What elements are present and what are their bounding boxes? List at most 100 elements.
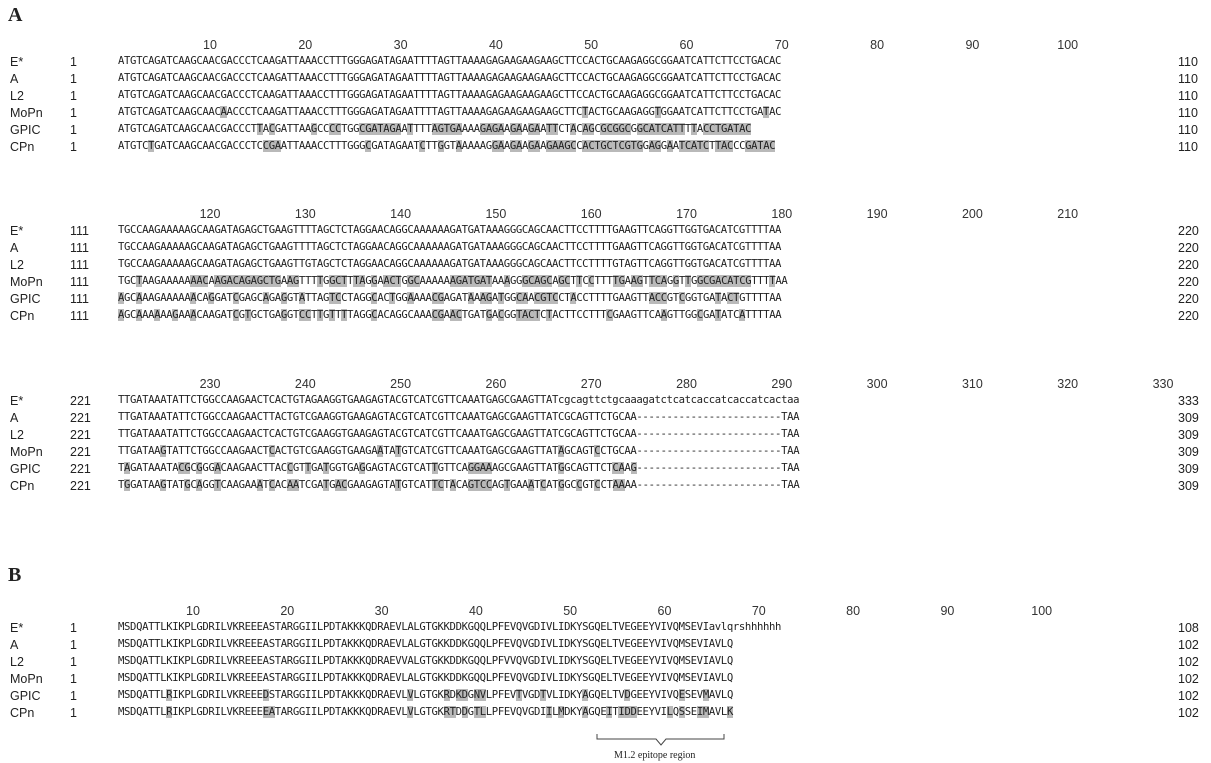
sequence: TTGATAAATATTCTGGCCAAGAACTCACTGTCGAAGGTGA… bbox=[118, 428, 800, 440]
end-position: 220 bbox=[1178, 292, 1199, 306]
end-position: 110 bbox=[1178, 140, 1198, 154]
sequence-row: MoPn 221 TTGATAAGTATTCTGGCCAAGAACTCACTGTCG… bbox=[0, 445, 1211, 462]
sequence: TTGATAAATATTCTGGCCAAGAACTCACTGTAGAAGGTGA… bbox=[118, 394, 800, 406]
start-position: 1 bbox=[70, 89, 77, 103]
strain-name: CPn bbox=[10, 479, 35, 493]
ruler-tick: 30 bbox=[393, 38, 408, 52]
end-position: 108 bbox=[1178, 621, 1199, 635]
strain-name: CPn bbox=[10, 706, 35, 720]
strain-name: MoPn bbox=[10, 445, 43, 459]
sequence: MSDQATTLKIKPLGDRILVKREEEASTARGGIILPDTAKK… bbox=[118, 672, 733, 684]
ruler-tick: 180 bbox=[771, 207, 793, 221]
ruler-tick: 190 bbox=[866, 207, 888, 221]
end-position: 110 bbox=[1178, 123, 1198, 137]
sequence-row: E* 221 TTGATAAATATTCTGGCCAAGAACTCACTGTAGAA… bbox=[0, 394, 1211, 411]
ruler-tick: 200 bbox=[961, 207, 983, 221]
sequence-row: CPn 221 TGGATAAGTATGCAGGTCAAGAAATCACAATCGA… bbox=[0, 479, 1211, 496]
start-position: 111 bbox=[70, 258, 90, 272]
sequence-row: L2 1 MSDQATTLKIKPLGDRILVKREEEASTARGGIILPDT… bbox=[0, 655, 1211, 672]
ruler-tick: 90 bbox=[940, 604, 955, 618]
ruler-tick: 70 bbox=[774, 38, 789, 52]
sequence: ATGTCTGATCAAGCAACGACCCTCCGAATTAAACCTTTGG… bbox=[118, 140, 776, 152]
ruler-tick: 280 bbox=[676, 377, 697, 391]
ruler-tick: 50 bbox=[563, 604, 578, 618]
sequence-row: A 1 MSDQATTLKIKPLGDRILVKREEEASTARGGIILPDTA… bbox=[0, 638, 1211, 655]
sequence-row: CPn 111 AGCAAAAAAGAAACAAGATCGTGCTGAGGTCCTT… bbox=[0, 309, 1211, 326]
end-position: 220 bbox=[1178, 258, 1199, 272]
sequence-row: GPIC 221 TAGATAAATACGCGGGACAAGAACTTACCGTTG… bbox=[0, 462, 1211, 479]
strain-name: L2 bbox=[10, 428, 24, 442]
start-position: 111 bbox=[70, 309, 90, 323]
ruler-tick: 60 bbox=[679, 38, 694, 52]
strain-name: L2 bbox=[10, 89, 24, 103]
start-position: 111 bbox=[70, 292, 90, 306]
strain-name: A bbox=[10, 411, 19, 425]
epitope-label: M1.2 epitope region bbox=[614, 750, 696, 761]
ruler-tick: 20 bbox=[280, 604, 295, 618]
start-position: 1 bbox=[70, 106, 77, 120]
sequence: AGCAAAGAAAAAACAGGATCGAGCAGAGGTATTAGTCCTA… bbox=[118, 292, 782, 304]
strain-name: A bbox=[10, 638, 19, 652]
end-position: 220 bbox=[1178, 275, 1199, 289]
end-position: 309 bbox=[1178, 479, 1199, 493]
sequence: ATGTCAGATCAAGCAACGACCCTCAAGATTAAACCTTTGG… bbox=[118, 89, 782, 101]
end-position: 309 bbox=[1178, 462, 1199, 476]
start-position: 221 bbox=[70, 411, 91, 425]
end-position: 102 bbox=[1178, 672, 1199, 686]
strain-name: GPIC bbox=[10, 462, 41, 476]
start-position: 1 bbox=[70, 72, 77, 86]
ruler-tick: 230 bbox=[199, 377, 221, 391]
start-position: 1 bbox=[70, 55, 77, 69]
ruler-tick: 320 bbox=[1057, 377, 1079, 391]
start-position: 111 bbox=[70, 275, 90, 289]
strain-name: A bbox=[10, 241, 19, 255]
sequence: TGGATAAGTATGCAGGTCAAGAAATCACAATCGATGACGA… bbox=[118, 479, 800, 491]
ruler-tick: 170 bbox=[676, 207, 697, 221]
position-ruler: 230 240 250 260 270 280 290 300 310 320 330 bbox=[0, 377, 1211, 393]
end-position: 110 bbox=[1178, 55, 1198, 69]
ruler-tick: 80 bbox=[846, 604, 861, 618]
end-position: 102 bbox=[1178, 689, 1199, 703]
strain-name: E* bbox=[10, 55, 24, 69]
sequence: TGCCAAGAAAAAGCAAGATAGAGCTGAAGTTTTAGCTCTA… bbox=[118, 241, 782, 253]
sequence-row: L2 1 ATGTCAGATCAAGCAACGACCCTCAAGATTAAACCTT… bbox=[0, 89, 1211, 106]
sequence: MSDQATTLRIKPLGDRILVKREEEEATARGGIILPDTAKK… bbox=[118, 706, 733, 718]
start-position: 1 bbox=[70, 140, 77, 154]
ruler-tick: 40 bbox=[488, 38, 503, 52]
strain-name: L2 bbox=[10, 655, 24, 669]
sequence-row: GPIC 111 AGCAAAGAAAAAACAGGATCGAGCAGAGGTATT… bbox=[0, 292, 1211, 309]
sequence-row: MoPn 1 ATGTCAGATCAAGCAACAACCCTCAAGATTAAACC… bbox=[0, 106, 1211, 123]
end-position: 333 bbox=[1178, 394, 1199, 408]
sequence: TGCCAAGAAAAAGCAAGATAGAGCTGAAGTTGTAGCTCTA… bbox=[118, 258, 782, 270]
sequence: TAGATAAATACGCGGGACAAGAACTTACCGTTGATGGTGA… bbox=[118, 462, 800, 474]
end-position: 102 bbox=[1178, 655, 1199, 669]
sequence-row: L2 111 TGCCAAGAAAAAGCAAGATAGAGCTGAAGTTGTAG… bbox=[0, 258, 1211, 275]
ruler-tick: 290 bbox=[771, 377, 793, 391]
strain-name: E* bbox=[10, 394, 24, 408]
position-ruler: 120 130 140 150 160 170 180 190 200 210 bbox=[0, 207, 1211, 223]
end-position: 309 bbox=[1178, 445, 1199, 459]
start-position: 111 bbox=[70, 224, 90, 238]
sequence-row: GPIC 1 ATGTCAGATCAAGCAACGACCCTTACGATTAAGCC… bbox=[0, 123, 1211, 140]
strain-name: GPIC bbox=[10, 292, 41, 306]
start-position: 1 bbox=[70, 689, 77, 703]
sequence: AGCAAAAAAGAAACAAGATCGTGCTGAGGTCCTTGTTTTA… bbox=[118, 309, 782, 321]
start-position: 221 bbox=[70, 428, 91, 442]
sequence: MSDQATTLKIKPLGDRILVKREEEASTARGGIILPDTAKK… bbox=[118, 638, 733, 650]
sequence-row: CPn 1 ATGTCTGATCAAGCAACGACCCTCCGAATTAAACCT… bbox=[0, 140, 1211, 157]
sequence: MSDQATTLRIKPLGDRILVKREEEDSTARGGIILPDTAKK… bbox=[118, 689, 733, 701]
sequence-row: L2 221 TTGATAAATATTCTGGCCAAGAACTCACTGTCGAA… bbox=[0, 428, 1211, 445]
ruler-tick: 260 bbox=[485, 377, 507, 391]
ruler-tick: 210 bbox=[1057, 207, 1079, 221]
sequence-row: E* 111 TGCCAAGAAAAAGCAAGATAGAGCTGAAGTTTTAG… bbox=[0, 224, 1211, 241]
sequence: ATGTCAGATCAAGCAACGACCCTCAAGATTAAACCTTTGG… bbox=[118, 55, 782, 67]
start-position: 1 bbox=[70, 706, 77, 720]
sequence-row: E* 1 MSDQATTLKIKPLGDRILVKREEEASTARGGIILPDT… bbox=[0, 621, 1211, 638]
start-position: 1 bbox=[70, 621, 77, 635]
epitope-bracket bbox=[596, 734, 725, 746]
sequence-row: A 1 ATGTCAGATCAAGCAACGACCCTCAAGATTAAACCTTT… bbox=[0, 72, 1211, 89]
sequence-row: MoPn 1 MSDQATTLKIKPLGDRILVKREEEASTARGGIILP… bbox=[0, 672, 1211, 689]
ruler-tick: 80 bbox=[870, 38, 885, 52]
ruler-tick: 270 bbox=[580, 377, 602, 391]
end-position: 110 bbox=[1178, 72, 1198, 86]
